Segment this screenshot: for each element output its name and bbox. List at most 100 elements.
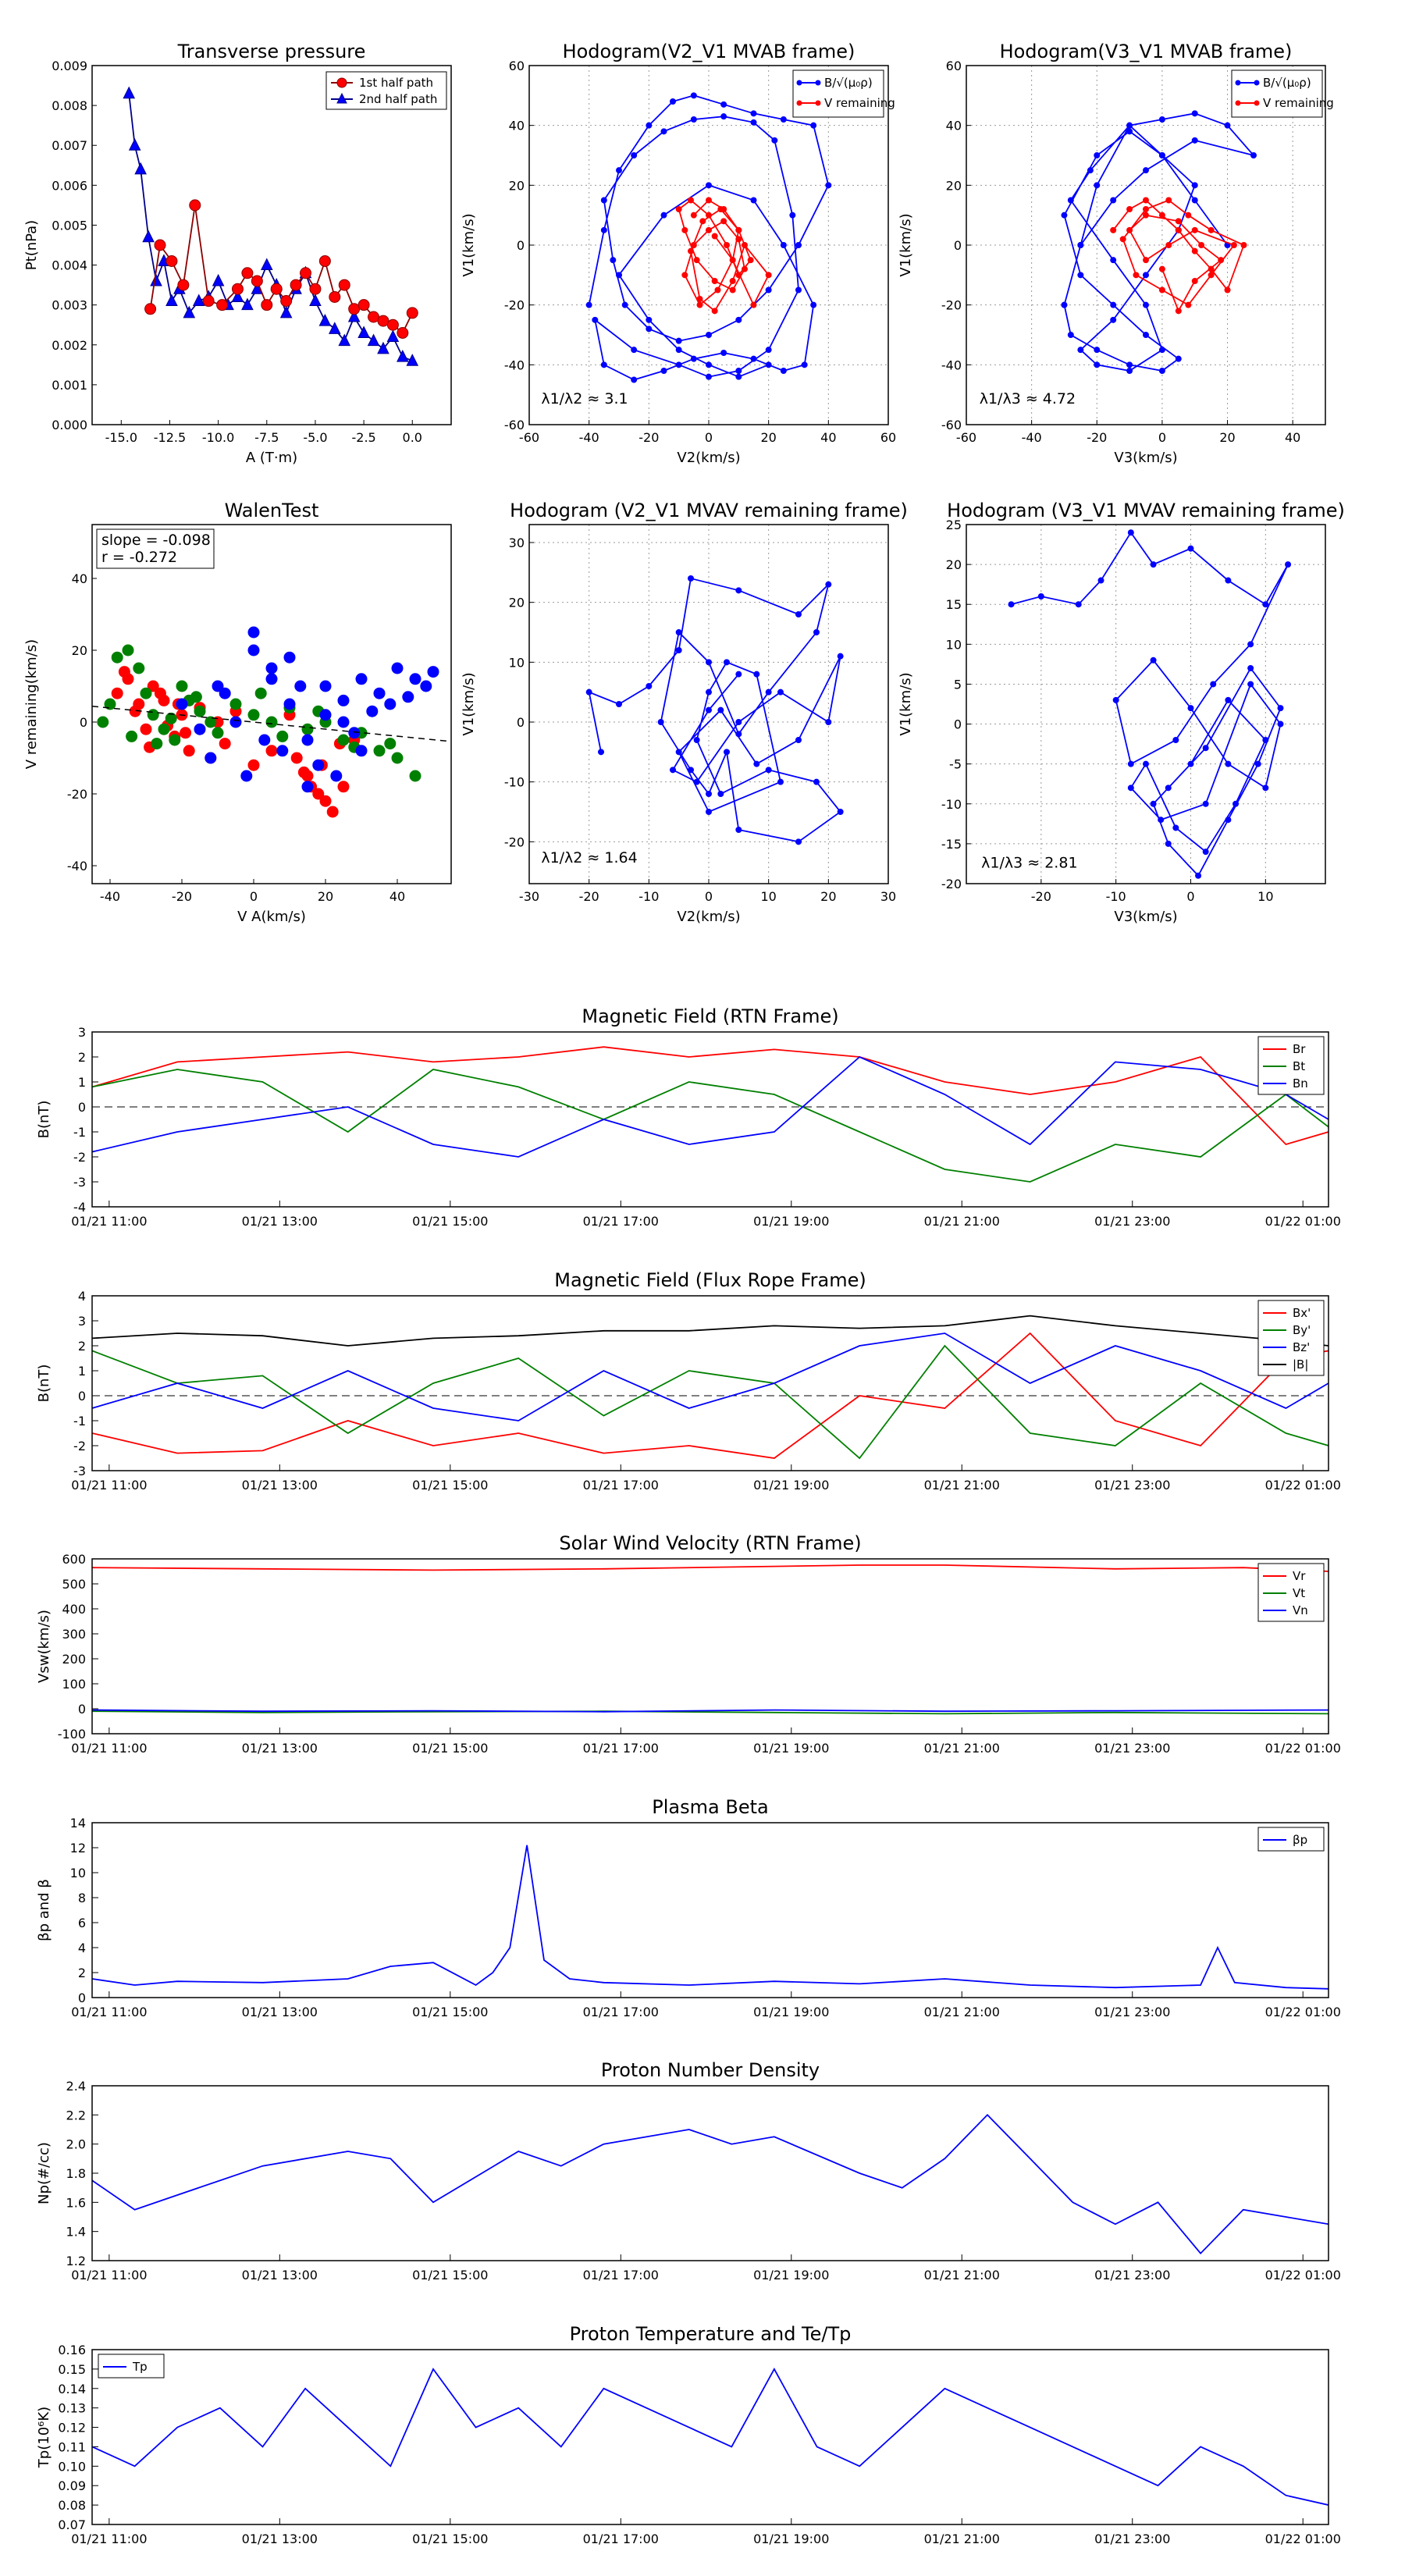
data-point [1165, 840, 1172, 847]
data-point [1150, 561, 1157, 568]
y-tick-label: 0 [78, 1991, 86, 2005]
data-point [1185, 301, 1192, 308]
data-point [1191, 137, 1198, 144]
chart-title: Solar Wind Velocity (RTN Frame) [559, 1532, 861, 1554]
y-tick-label: 0.004 [52, 258, 87, 273]
y-tick-label: -20 [941, 877, 962, 891]
scatter-point [176, 680, 188, 692]
x-tick-label: 01/21 21:00 [924, 2268, 1000, 2282]
legend-tp: Tp [98, 2354, 165, 2379]
chart-beta: Plasma Beta βp and β 0 2 4 6 8 10 12 14 01/21 11:0… [36, 1796, 1341, 2019]
scatter-point [355, 745, 368, 757]
chart-title: WalenTest [225, 500, 319, 521]
scatter-point [402, 691, 414, 703]
data-point [1143, 212, 1149, 219]
triangle-point [150, 273, 162, 286]
data-point [711, 308, 718, 315]
x-tick-label: 01/21 19:00 [753, 2268, 829, 2282]
y-tick-label: 0 [517, 715, 525, 730]
data-point [1224, 286, 1231, 294]
x-axis-label: A (T·m) [246, 450, 297, 466]
x-tick-label: 01/21 15:00 [412, 2005, 488, 2019]
data-point [1208, 265, 1215, 272]
y-tick-label: 2.4 [66, 2079, 86, 2094]
data-point [1097, 577, 1104, 584]
x-tick-label: -20 [1087, 430, 1107, 445]
data-point [646, 326, 653, 333]
y-tick-label: 0.002 [52, 338, 87, 353]
data-point [729, 278, 736, 284]
data-point [1175, 218, 1182, 225]
scatter-point [212, 727, 224, 739]
data-point [631, 376, 638, 383]
y-tick-label: -60 [941, 418, 962, 432]
y-tick-label: 0 [78, 1100, 86, 1115]
scatter-point [111, 651, 123, 664]
data-point [690, 116, 697, 123]
data-point [729, 286, 736, 294]
data-point [1133, 272, 1140, 279]
data-point [735, 373, 742, 380]
plot-frame [528, 65, 889, 425]
x-tick-label: 0 [1158, 430, 1166, 445]
data-point [777, 688, 784, 696]
legend-b_rtn: Br Bt Bn [1257, 1036, 1325, 1095]
x-tick-label: 01/22 01:00 [1265, 1214, 1341, 1229]
data-point [706, 809, 712, 815]
scatter-point [301, 781, 314, 793]
data-point [675, 361, 682, 368]
data-point [1202, 849, 1209, 856]
chart-pt: Transverse pressure A (T·m) Pt(nPa) -15.0 -1… [23, 41, 452, 466]
triangle-point [309, 294, 322, 307]
scatter-point [283, 651, 296, 664]
data-point [1225, 817, 1232, 824]
data-point [1143, 272, 1149, 279]
legend-marker [336, 92, 347, 104]
data-point [1172, 824, 1179, 831]
chart-title: Hodogram (V2_V1 MVAV remaining frame) [510, 500, 908, 521]
x-tick-label: 01/21 11:00 [71, 1214, 147, 1229]
data-point [1127, 529, 1134, 536]
data-point [1232, 800, 1239, 807]
x-tick-label: -40 [579, 430, 599, 445]
data-point [717, 791, 724, 797]
data-point [750, 301, 757, 308]
y-tick-label: 200 [62, 1652, 86, 1667]
chart-title: Proton Temperature and Te/Tp [570, 2323, 852, 2345]
data-point [660, 368, 667, 374]
scatter-point [183, 745, 195, 757]
x-tick-label: -40 [1022, 430, 1042, 445]
scatter-point [118, 666, 130, 678]
legend-label: V remaining [824, 96, 895, 110]
x-tick-label: 01/21 17:00 [583, 1214, 659, 1229]
x-tick-label: 01/21 23:00 [1094, 1214, 1170, 1229]
x-tick-label: 01/22 01:00 [1265, 1478, 1341, 1493]
y-axis-label: V remaining(km/s) [23, 639, 40, 769]
chart-title: Transverse pressure [177, 41, 366, 62]
circle-point [202, 295, 215, 308]
data-point [690, 242, 697, 248]
scatter-point [219, 738, 231, 750]
x-tick-label: 01/21 17:00 [583, 2532, 659, 2546]
y-tick-label: -20 [67, 787, 87, 802]
data-point [750, 197, 757, 204]
plot-frame [91, 65, 452, 425]
circle-point [318, 254, 331, 267]
triangle-point [165, 294, 178, 307]
scatter-point [212, 680, 224, 692]
data-point [801, 361, 808, 368]
legend-marker [815, 80, 821, 86]
x-tick-label: -30 [519, 889, 539, 904]
data-point [1061, 301, 1068, 308]
x-tick-label: -20 [638, 430, 659, 445]
y-tick-label: 300 [62, 1627, 86, 1642]
scatter-point [319, 795, 332, 807]
x-tick-label: -12.5 [154, 430, 186, 445]
series-βp [92, 1845, 1329, 1990]
data-point [1254, 760, 1261, 767]
series-line [1011, 531, 1289, 877]
data-point [720, 218, 727, 225]
triangle-point [123, 86, 136, 99]
data-point [616, 272, 622, 279]
